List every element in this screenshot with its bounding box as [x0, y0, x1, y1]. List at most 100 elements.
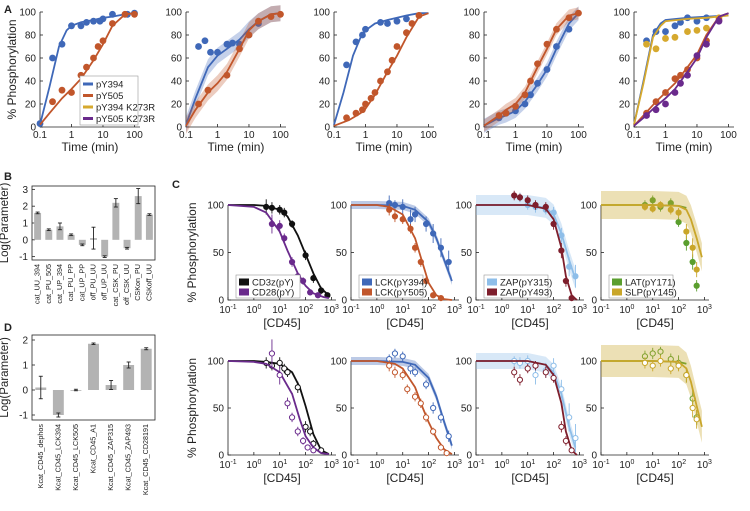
xtick-exponent: 1: [656, 304, 660, 311]
data-point-darkred: [562, 277, 570, 285]
data-point-blue: [377, 18, 384, 26]
xtick-label: 103: [447, 459, 462, 471]
ytick-label: 0: [341, 451, 347, 462]
xtick-exponent: 3: [708, 304, 712, 311]
xtick-base: 10: [324, 305, 336, 316]
ytick-label: 60: [319, 54, 331, 65]
panel-b-parameter-bars: Log(Parameter) -1 0 1 2 3 cat_UU_394 cat_PU_505…: [0, 183, 156, 306]
data-point-blue: [195, 43, 202, 50]
xtick-exponent: -1: [478, 304, 484, 311]
xtick-exponent: 0: [257, 459, 261, 466]
data-point-orange: [527, 77, 534, 85]
panel-a-subplot-1: 0 20 40 60 80 100 0.1 1 10 100 Time (min): [165, 5, 289, 154]
panel-c-legend-0: CD3z(pY)CD28(pY): [235, 274, 301, 299]
ytick-label: 100: [580, 201, 597, 212]
data-point-purple: [299, 437, 307, 444]
xtick-exponent: 1: [531, 304, 535, 311]
xtick-label: 102: [546, 459, 561, 471]
xtick-label: 103: [447, 304, 462, 316]
xtick-label: 0.1: [327, 130, 341, 141]
data-point-orange: [575, 9, 582, 17]
data-point-orange: [391, 369, 399, 376]
panel-d-frame: [31, 334, 156, 421]
ytick-label: 100: [207, 357, 224, 368]
xtick-label: 100: [246, 304, 261, 316]
data-point-darkred: [558, 423, 565, 430]
data-point-black: [288, 220, 296, 228]
data-point-black: [263, 203, 270, 210]
data-point-orange: [543, 40, 551, 48]
xtick-label: 10-1: [467, 459, 484, 471]
panel-b-ylabel: Log(Parameter): [0, 183, 11, 264]
xtick-exponent: 1: [531, 459, 535, 466]
data-point-purple: [677, 79, 684, 87]
legend-label: SLP(pY145): [625, 288, 677, 299]
panel-c-xlabel: [CD45]: [263, 316, 300, 330]
data-point-purple: [268, 350, 276, 357]
data-point-orange: [404, 386, 411, 393]
data-point-darkred: [516, 376, 524, 383]
data-point-blue: [407, 365, 414, 372]
data-point-blue: [362, 25, 369, 33]
data-point-black: [310, 275, 317, 282]
data-point-orange: [662, 89, 669, 96]
ytick-label: 100: [613, 8, 630, 19]
panel-d-category-label: Kcat_CD45_dephos: [36, 424, 45, 489]
data-point-orange: [408, 20, 416, 27]
ytick-label: 20: [25, 100, 37, 111]
xtick-exponent: 1: [406, 304, 410, 311]
xtick-label: 10: [691, 130, 703, 141]
xtick-exponent: -1: [353, 304, 359, 311]
xtick-base: 10: [572, 460, 584, 471]
panel-letter-c: C: [172, 179, 180, 191]
data-point-blue: [527, 91, 534, 99]
data-point-purple: [652, 106, 660, 114]
panel-d-ylabel: Log(Parameter): [0, 337, 11, 418]
ytick-label: 20: [319, 100, 331, 111]
data-point-darkred: [550, 374, 557, 382]
xtick-exponent: 3: [583, 459, 587, 466]
data-point-orange: [343, 114, 350, 122]
xtick-base: 10: [546, 305, 558, 316]
data-point-blue: [352, 38, 360, 46]
panel-b-category-label: cat_UP_PP: [77, 264, 86, 301]
panel-b-category-label: cat_UP_394: [55, 264, 64, 304]
data-point-blue: [411, 211, 419, 218]
data-point-darkred: [568, 447, 575, 454]
legend-swatch-purple: [239, 288, 249, 296]
data-point-blue: [671, 22, 679, 30]
data-point-green: [657, 348, 664, 355]
ytick-label: 0: [624, 123, 630, 134]
data-point-orange: [422, 414, 430, 421]
panel-d-category-label: Kcat_CD45_CD28191: [141, 424, 150, 495]
ytick-label: 100: [330, 201, 347, 212]
xtick-exponent: 2: [557, 304, 561, 311]
data-point-orange: [204, 86, 212, 94]
data-point-orange: [399, 372, 406, 379]
legend-label: CD28(pY): [252, 288, 294, 299]
legend-label: LCK(pY505): [375, 288, 427, 299]
legend-label: CD3z(pY): [252, 278, 294, 289]
data-point-orange: [430, 292, 437, 299]
xtick-label: 100: [126, 130, 143, 141]
xtick-exponent: 2: [557, 459, 561, 466]
xtick-label: 10-1: [592, 459, 609, 471]
fit-band-lightblue: [476, 353, 576, 456]
ytick-label: 40: [25, 77, 37, 88]
xtick-base: 10: [447, 305, 459, 316]
ytick-label: 20: [171, 100, 183, 111]
data-point-orange: [255, 17, 262, 25]
xtick-label: 100: [369, 304, 384, 316]
data-point-orange: [677, 71, 684, 79]
data-point-blue: [399, 203, 406, 210]
data-point-purple: [284, 400, 291, 407]
ytick-label: 40: [171, 77, 183, 88]
ytick-label: 60: [171, 54, 183, 65]
panel-c-xlabel: [CD45]: [263, 471, 300, 485]
legend-label: pY505 K273R: [96, 114, 155, 125]
data-point-orange: [58, 86, 66, 94]
data-point-orange: [99, 37, 107, 45]
panel-b-category-label: cat_CSK_PU: [111, 264, 120, 306]
panel-d-bar: [123, 365, 135, 390]
